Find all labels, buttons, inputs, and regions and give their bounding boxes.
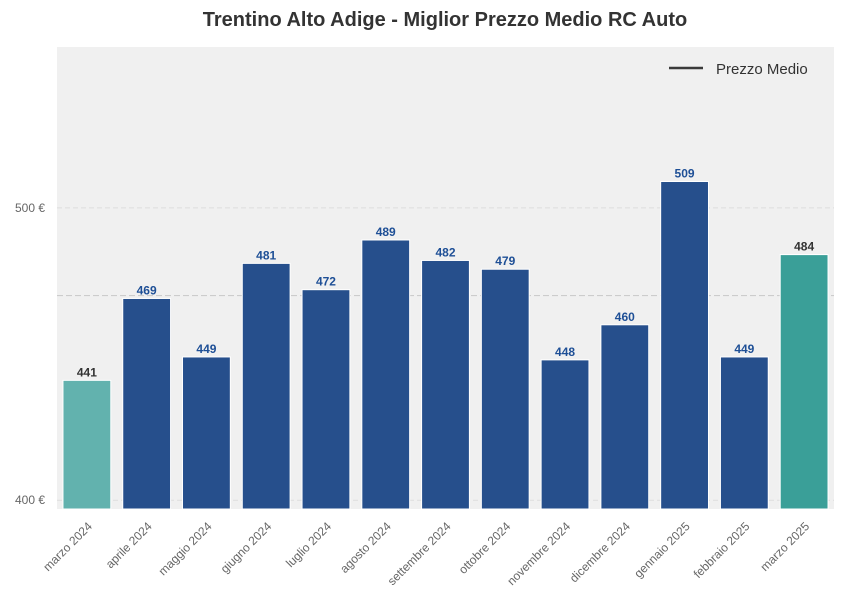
data-label-12: 449 — [734, 342, 754, 356]
data-label-9: 448 — [555, 345, 575, 359]
data-label-2: 469 — [137, 283, 157, 297]
chart-title: Trentino Alto Adige - Miglior Prezzo Med… — [203, 9, 687, 31]
x-tick-label-4: giugno 2024 — [218, 519, 275, 576]
bar-3 — [182, 356, 231, 510]
data-labels: 441 469 449 481 472 489 482 479 448 460 509 449 484 — [77, 167, 815, 380]
y-tick-label: 400 € — [15, 493, 45, 507]
x-tick-label-5: luglio 2024 — [283, 519, 334, 570]
bar-10 — [600, 324, 650, 510]
bar-5 — [301, 289, 351, 510]
data-label-4: 481 — [256, 248, 276, 262]
bar-1 — [62, 379, 112, 510]
bar-2 — [122, 297, 172, 510]
data-label-3: 449 — [196, 342, 216, 356]
x-tick-label-9: novembre 2024 — [504, 519, 573, 588]
x-tick-label-7: settembre 2024 — [385, 519, 454, 588]
bar-7 — [421, 259, 470, 510]
bar-12 — [719, 356, 769, 510]
bar-8 — [480, 268, 530, 510]
x-tick-label-10: dicembre 2024 — [567, 519, 633, 585]
bars — [62, 181, 829, 510]
x-tick-label-2: aprile 2024 — [103, 519, 155, 571]
bar-9 — [540, 359, 590, 510]
legend-label-prezzo-medio: Prezzo Medio — [716, 61, 808, 78]
x-tick-label-12: febbraio 2025 — [691, 519, 753, 581]
x-tick-label-11: gennaio 2025 — [631, 519, 693, 581]
data-label-5: 472 — [316, 275, 336, 289]
bar-13 — [779, 254, 829, 510]
data-label-6: 489 — [376, 225, 396, 239]
x-tick-label-1: marzo 2024 — [40, 519, 95, 574]
data-label-7: 482 — [435, 245, 455, 259]
data-label-1: 441 — [77, 365, 97, 379]
x-tick-label-8: ottobre 2024 — [456, 519, 514, 577]
y-axis-ticks: 400 € 500 € — [15, 201, 45, 507]
legend: Prezzo Medio — [669, 61, 808, 78]
data-label-11: 509 — [675, 167, 695, 181]
x-tick-label-3: maggio 2024 — [156, 519, 215, 578]
data-label-8: 479 — [495, 254, 515, 268]
bar-6 — [361, 239, 411, 510]
data-label-13: 484 — [794, 240, 814, 254]
y-tick-label: 500 € — [15, 201, 45, 215]
data-label-10: 460 — [615, 310, 635, 324]
x-tick-label-6: agosto 2024 — [337, 519, 394, 576]
bar-11 — [660, 181, 709, 510]
x-tick-label-13: marzo 2025 — [758, 519, 813, 574]
x-axis-ticks: marzo 2024 aprile 2024 maggio 2024 giugno 2… — [40, 519, 812, 588]
bar-4 — [241, 262, 291, 510]
